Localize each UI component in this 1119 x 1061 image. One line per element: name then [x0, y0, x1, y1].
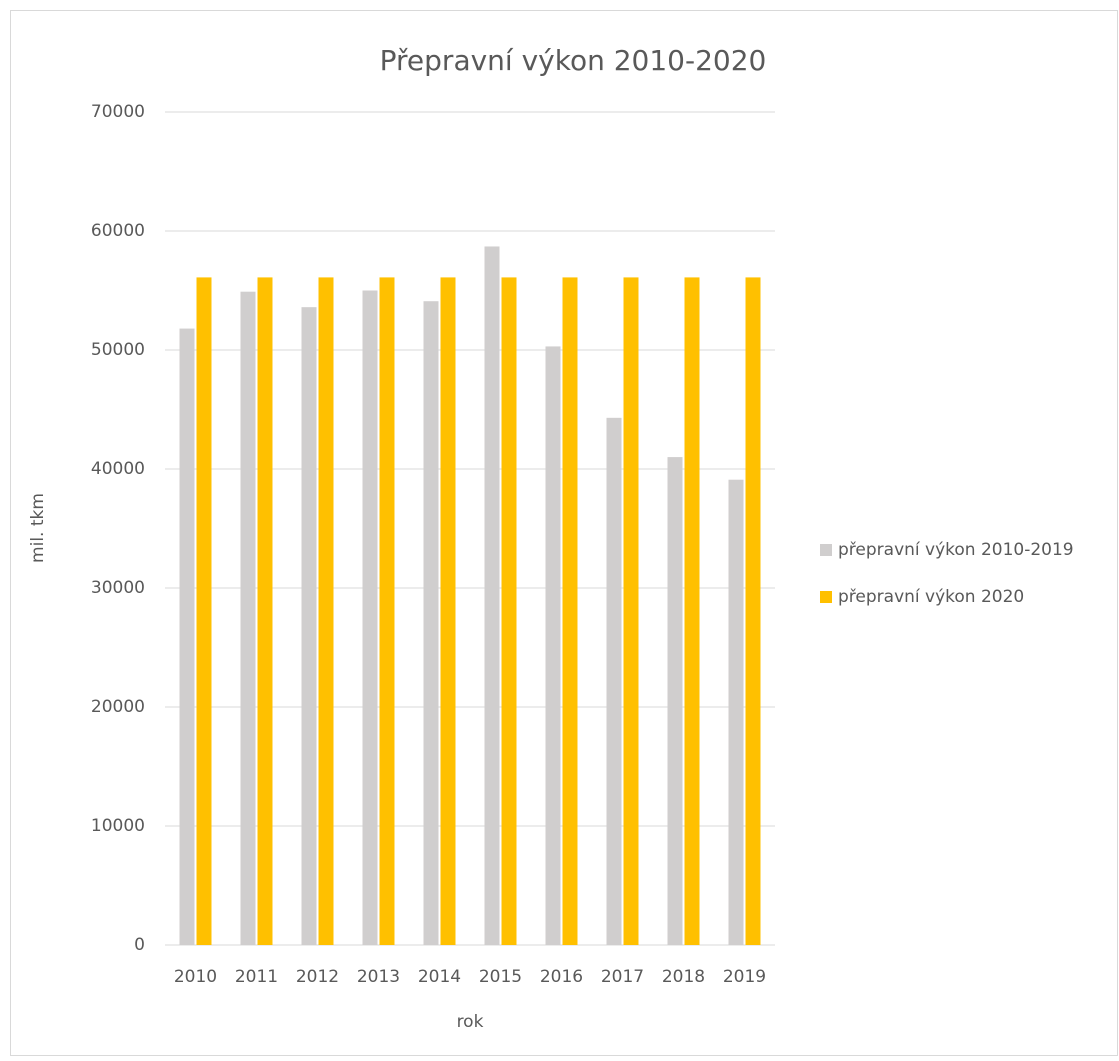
legend-label: přepravní výkon 2010-2019: [838, 540, 1074, 560]
legend-swatch: [820, 544, 832, 556]
y-axis-label: mil. tkm: [28, 493, 48, 563]
bar: [301, 307, 317, 945]
y-tick-label: 0: [134, 935, 145, 955]
bar: [440, 277, 456, 945]
bar: [423, 301, 439, 946]
x-tick-label: 2015: [479, 967, 522, 987]
y-tick-label: 40000: [91, 459, 145, 479]
x-tick-label: 2018: [662, 967, 705, 987]
bar: [362, 290, 378, 945]
bar: [606, 417, 622, 946]
y-tick-label: 20000: [91, 697, 145, 717]
y-tick-label: 30000: [91, 578, 145, 598]
chart-title: Přepravní výkon 2010-2020: [380, 44, 767, 77]
bar: [545, 346, 561, 945]
bar: [667, 457, 683, 945]
bar: [501, 277, 517, 945]
legend-label: přepravní výkon 2020: [838, 587, 1024, 607]
x-tick-label: 2017: [601, 967, 644, 987]
legend-swatch: [820, 591, 832, 603]
x-tick-label: 2016: [540, 967, 583, 987]
x-tick-label: 2012: [296, 967, 339, 987]
x-axis-label: rok: [457, 1012, 484, 1032]
y-tick-label: 60000: [91, 221, 145, 241]
y-tick-label: 50000: [91, 340, 145, 360]
bar: [379, 277, 395, 945]
bar: [179, 328, 195, 946]
x-tick-label: 2019: [723, 967, 766, 987]
y-tick-label: 10000: [91, 816, 145, 836]
x-tick-label: 2010: [174, 967, 217, 987]
bar: [562, 277, 578, 945]
x-tick-label: 2013: [357, 967, 400, 987]
bar: [623, 277, 639, 945]
bar: [745, 277, 761, 945]
bar: [240, 291, 256, 945]
bar: [484, 246, 500, 946]
bar: [257, 277, 273, 945]
bar: [196, 277, 212, 945]
bar: [728, 479, 744, 945]
bar: [684, 277, 700, 945]
x-tick-label: 2014: [418, 967, 461, 987]
y-tick-label: 70000: [91, 102, 145, 122]
bar: [318, 277, 334, 945]
x-tick-label: 2011: [235, 967, 278, 987]
